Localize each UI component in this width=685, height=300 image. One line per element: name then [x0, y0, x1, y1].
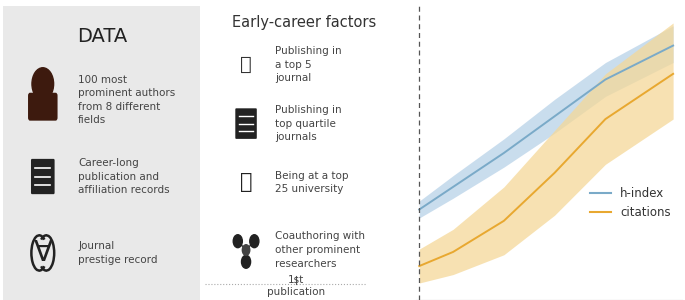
Circle shape [32, 68, 53, 100]
FancyBboxPatch shape [236, 108, 257, 139]
Text: Career-long
publication and
affiliation records: Career-long publication and affiliation … [78, 158, 170, 195]
Text: 📜: 📜 [240, 55, 252, 74]
Circle shape [242, 255, 251, 268]
Circle shape [250, 235, 259, 248]
Text: Ɐ: Ɐ [34, 239, 52, 267]
Text: Being at a top
25 university: Being at a top 25 university [275, 171, 349, 194]
Text: Journal
prestige record: Journal prestige record [78, 241, 158, 265]
Text: Publishing in
top quartile
journals: Publishing in top quartile journals [275, 105, 342, 142]
Text: Early-career factors: Early-career factors [232, 15, 376, 30]
Circle shape [233, 235, 242, 248]
FancyBboxPatch shape [1, 0, 202, 300]
Text: DATA: DATA [77, 27, 127, 46]
Text: 100 most
prominent authors
from 8 different
fields: 100 most prominent authors from 8 differ… [78, 75, 175, 125]
Text: ☄: ☄ [245, 249, 247, 251]
Text: Publishing in
a top 5
journal: Publishing in a top 5 journal [275, 46, 342, 83]
FancyBboxPatch shape [28, 93, 58, 121]
Circle shape [242, 245, 250, 255]
Text: Coauthoring with
other prominent
researchers: Coauthoring with other prominent researc… [275, 231, 365, 268]
Text: ⛪: ⛪ [240, 172, 252, 192]
Title: Career evolution: Career evolution [485, 0, 612, 2]
FancyBboxPatch shape [31, 159, 55, 194]
Legend: h-index, citations: h-index, citations [585, 182, 675, 224]
Text: 1st
publication: 1st publication [266, 275, 325, 297]
